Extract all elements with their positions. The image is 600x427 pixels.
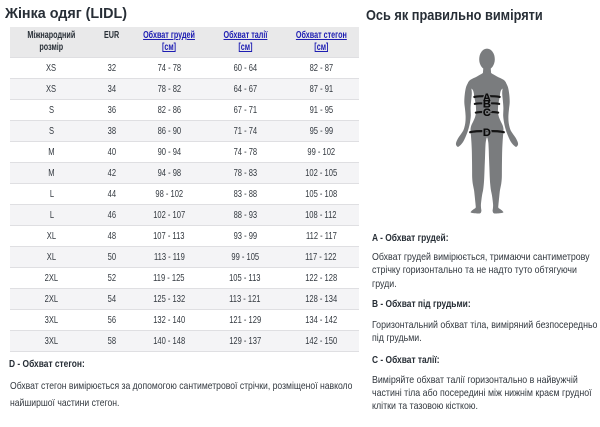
svg-text:C: C [483,107,491,119]
svg-text:B: B [483,98,491,110]
svg-text:A: A [483,92,491,104]
svg-text:D: D [483,127,491,139]
svg-text:B: B [483,98,491,110]
svg-text:D: D [483,127,491,139]
svg-text:A: A [483,92,491,104]
svg-text:C: C [483,107,491,119]
